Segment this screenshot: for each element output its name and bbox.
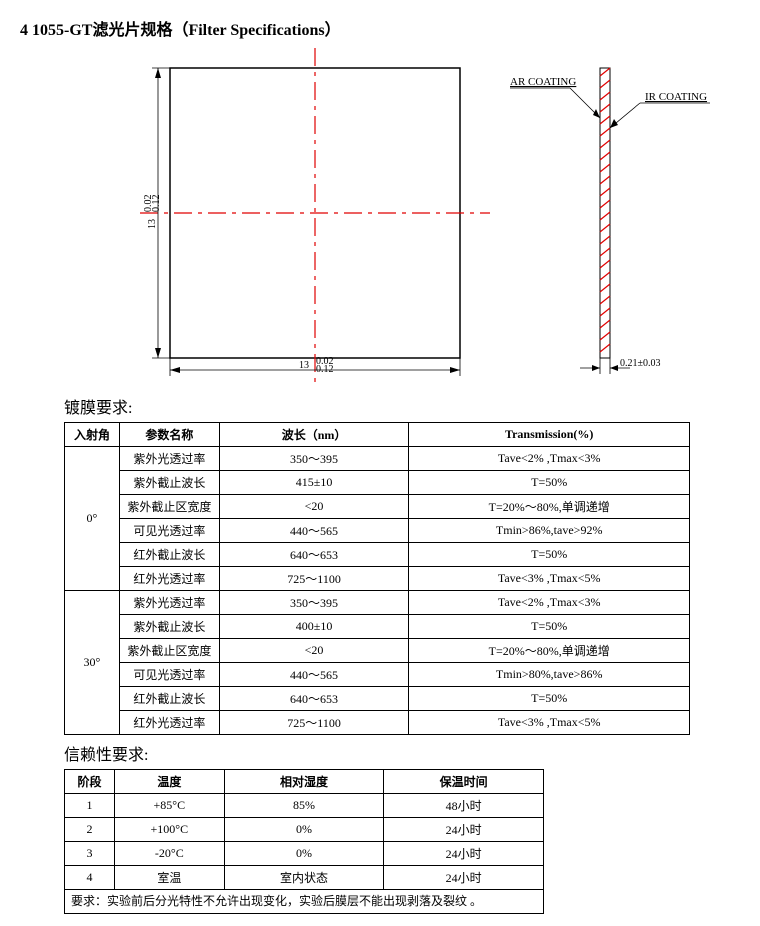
coating-cell: <20 (219, 495, 409, 519)
rel-cell: 0% (224, 818, 384, 842)
rel-cell: 24小时 (384, 842, 544, 866)
coating-cell: 紫外截止波长 (119, 471, 219, 495)
coating-cell: 红外截止波长 (119, 543, 219, 567)
coating-table: 入射角参数名称波长（nm）Transmission(%) 0°紫外光透过率350… (64, 422, 690, 735)
coating-cell: 725～1100 (219, 567, 409, 591)
ir-coating-label: IR COATING (645, 91, 707, 103)
coating-row: 红外光透过率725～1100Tave<3% ,Tmax<5% (65, 567, 690, 591)
coating-cell: 415±10 (219, 471, 409, 495)
rel-col-2: 相对湿度 (224, 770, 384, 794)
coating-cell: 440～565 (219, 519, 409, 543)
coating-cell: <20 (219, 639, 409, 663)
coating-cell: Tave<3% ,Tmax<5% (409, 711, 690, 735)
coating-row: 紫外截止波长415±10T=50% (65, 471, 690, 495)
filter-diagram: 13 0.02 0.12 13 0.02 0.12 (80, 48, 740, 388)
rel-row: 1+85°C85%48小时 (65, 794, 544, 818)
coating-col-0: 入射角 (65, 423, 120, 447)
coating-row: 红外光透过率725～1100Tave<3% ,Tmax<5% (65, 711, 690, 735)
coating-cell: 350～395 (219, 591, 409, 615)
coating-cell: 紫外光透过率 (119, 447, 219, 471)
rel-cell: 0% (224, 842, 384, 866)
coating-cell: 440～565 (219, 663, 409, 687)
coating-cell: 400±10 (219, 615, 409, 639)
coating-cell: 640～653 (219, 687, 409, 711)
coating-cell: 640～653 (219, 543, 409, 567)
coating-cell: 紫外光透过率 (119, 591, 219, 615)
rel-col-0: 阶段 (65, 770, 115, 794)
dim-width: 13 (299, 360, 309, 371)
angle-cell: 30° (65, 591, 120, 735)
coating-cell: 725～1100 (219, 711, 409, 735)
coating-cell: T=50% (409, 687, 690, 711)
rel-cell: 48小时 (384, 794, 544, 818)
rel-row: 4室温室内状态24小时 (65, 866, 544, 890)
rel-cell: 2 (65, 818, 115, 842)
ar-coating-label: AR COATING (510, 76, 576, 88)
coating-cell: T=50% (409, 471, 690, 495)
reliability-header: 信赖性要求: (64, 741, 740, 765)
coating-row: 可见光透过率440～565Tmin>80%,tave>86% (65, 663, 690, 687)
rel-col-3: 保温时间 (384, 770, 544, 794)
coating-cell: T=20%～80%,单调递增 (409, 639, 690, 663)
coating-cell: 可见光透过率 (119, 663, 219, 687)
coating-row: 红外截止波长640～653T=50% (65, 543, 690, 567)
reliability-table: 阶段温度相对湿度保温时间 1+85°C85%48小时2+100°C0%24小时3… (64, 769, 544, 914)
dim-height: 13 (147, 219, 158, 229)
coating-cell: T=20%～80%,单调递增 (409, 495, 690, 519)
rel-cell: +85°C (114, 794, 224, 818)
coating-cell: 红外光透过率 (119, 711, 219, 735)
coating-row: 紫外截止波长400±10T=50% (65, 615, 690, 639)
coating-cell: 红外光透过率 (119, 567, 219, 591)
dim-width-tol-bot: 0.12 (316, 364, 334, 375)
coating-cell: 紫外截止区宽度 (119, 495, 219, 519)
coating-cell: Tmin>86%,tave>92% (409, 519, 690, 543)
section-title: 4 1055-GT滤光片规格（Filter Specifications） (20, 16, 740, 40)
rel-row: 2+100°C0%24小时 (65, 818, 544, 842)
rel-cell: 1 (65, 794, 115, 818)
rel-cell: +100°C (114, 818, 224, 842)
dim-height-tol-bot: 0.12 (151, 195, 162, 213)
coating-row: 0°紫外光透过率350～395Tave<2% ,Tmax<3% (65, 447, 690, 471)
rel-cell: 24小时 (384, 866, 544, 890)
coating-cell: 可见光透过率 (119, 519, 219, 543)
coating-cell: Tmin>80%,tave>86% (409, 663, 690, 687)
rel-cell: 室内状态 (224, 866, 384, 890)
rel-cell: -20°C (114, 842, 224, 866)
coating-cell: 350～395 (219, 447, 409, 471)
rel-cell: 3 (65, 842, 115, 866)
coating-row: 紫外截止区宽度<20T=20%～80%,单调递增 (65, 639, 690, 663)
coating-cell: 紫外截止波长 (119, 615, 219, 639)
side-view (600, 68, 610, 358)
rel-cell: 室温 (114, 866, 224, 890)
rel-col-1: 温度 (114, 770, 224, 794)
coating-row: 红外截止波长640～653T=50% (65, 687, 690, 711)
reliability-note: 要求：实验前后分光特性不允许出现变化，实验后膜层不能出现剥落及裂纹 。 (65, 890, 544, 914)
dim-thickness: 0.21±0.03 (620, 358, 661, 369)
rel-cell: 24小时 (384, 818, 544, 842)
coating-cell: Tave<2% ,Tmax<3% (409, 591, 690, 615)
coating-col-3: Transmission(%) (409, 423, 690, 447)
coating-col-1: 参数名称 (119, 423, 219, 447)
angle-cell: 0° (65, 447, 120, 591)
coating-col-2: 波长（nm） (219, 423, 409, 447)
coating-cell: Tave<3% ,Tmax<5% (409, 567, 690, 591)
coating-row: 可见光透过率440～565Tmin>86%,tave>92% (65, 519, 690, 543)
coating-header: 镀膜要求: (64, 394, 740, 418)
rel-cell: 4 (65, 866, 115, 890)
coating-row: 30°紫外光透过率350～395Tave<2% ,Tmax<3% (65, 591, 690, 615)
coating-cell: 紫外截止区宽度 (119, 639, 219, 663)
coating-row: 紫外截止区宽度<20T=20%～80%,单调递增 (65, 495, 690, 519)
coating-cell: Tave<2% ,Tmax<3% (409, 447, 690, 471)
coating-cell: T=50% (409, 543, 690, 567)
rel-row: 3-20°C0%24小时 (65, 842, 544, 866)
coating-cell: T=50% (409, 615, 690, 639)
rel-cell: 85% (224, 794, 384, 818)
coating-cell: 红外截止波长 (119, 687, 219, 711)
